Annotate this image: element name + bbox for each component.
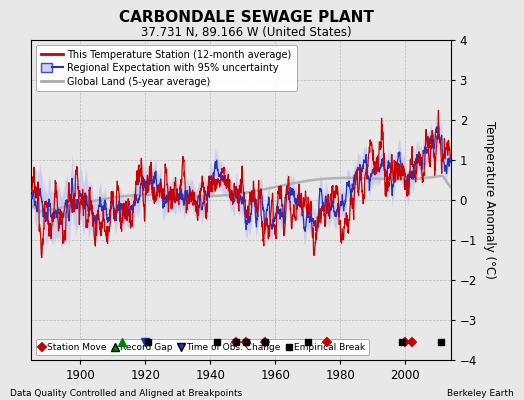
Text: Data Quality Controlled and Aligned at Breakpoints: Data Quality Controlled and Aligned at B…	[10, 389, 243, 398]
Text: 37.731 N, 89.166 W (United States): 37.731 N, 89.166 W (United States)	[141, 26, 352, 39]
Text: Berkeley Earth: Berkeley Earth	[447, 389, 514, 398]
Legend: Station Move, Record Gap, Time of Obs. Change, Empirical Break: Station Move, Record Gap, Time of Obs. C…	[36, 339, 368, 356]
Y-axis label: Temperature Anomaly (°C): Temperature Anomaly (°C)	[484, 121, 496, 279]
Text: CARBONDALE SEWAGE PLANT: CARBONDALE SEWAGE PLANT	[119, 10, 374, 25]
